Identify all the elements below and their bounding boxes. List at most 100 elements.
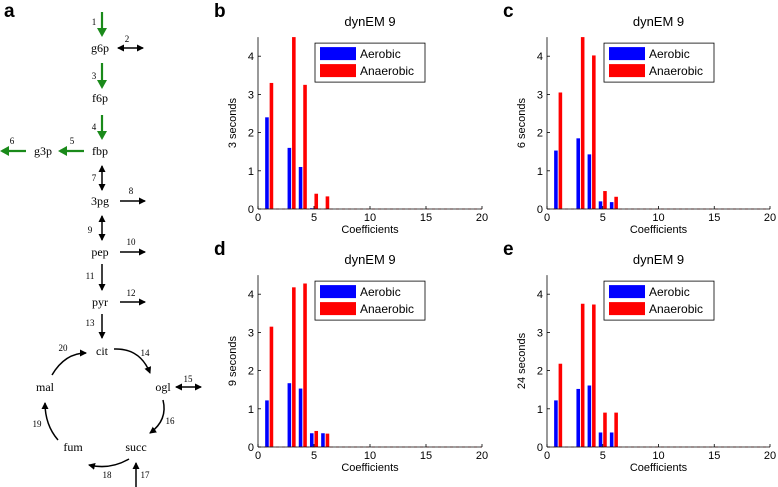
bar-aerobic-5	[598, 201, 603, 209]
reaction-arrow	[51, 349, 87, 376]
x-axis-label: Coefficients	[630, 224, 688, 236]
y-tick-label: 2	[248, 366, 254, 378]
y-tick-label: 4	[537, 289, 543, 301]
legend-swatch-aerobic	[609, 285, 645, 299]
x-tick-label: 5	[311, 450, 317, 462]
bar-anaerobic-1	[269, 82, 274, 209]
chart-c: c dynEM 9 0 5 10 15 20 0 1 2 3 4 Coefficients 6 secon…	[503, 1, 776, 236]
y-tick-label: 3	[248, 327, 254, 339]
node-3pg: 3pg	[91, 194, 109, 208]
reaction-number-6: 6	[10, 136, 15, 146]
bar-aerobic-3	[287, 147, 292, 209]
bar-anaerobic-4	[592, 55, 596, 209]
reaction-number-1: 1	[92, 17, 97, 27]
legend-swatch-aerobic	[609, 47, 645, 61]
bar-anaerobic-6	[614, 196, 618, 209]
x-axis-label: Coefficients	[341, 224, 399, 236]
bar-anaerobic-3	[292, 287, 296, 447]
y-tick-label: 3	[248, 89, 254, 101]
node-pyr: pyr	[92, 295, 108, 309]
bar-aerobic-5	[309, 433, 314, 447]
legend-label-anaerobic: Anaerobic	[360, 64, 414, 78]
legend-label-anaerobic: Anaerobic	[649, 64, 703, 78]
bar-anaerobic-4	[592, 304, 596, 447]
node-ogl: ogl	[155, 380, 171, 394]
node-f6p: f6p	[92, 91, 108, 105]
panel-label-d: d	[214, 239, 226, 260]
bar-anaerobic-5	[314, 193, 319, 209]
reaction-arrow	[149, 399, 165, 434]
x-tick-label: 10	[364, 212, 376, 224]
x-tick-label: 0	[544, 450, 550, 462]
bar-anaerobic-6	[325, 196, 330, 209]
y-tick-label: 0	[248, 204, 254, 216]
legend-swatch-anaerobic	[320, 302, 356, 316]
bar-aerobic-3	[576, 388, 581, 447]
x-tick-label: 20	[764, 212, 776, 224]
x-tick-label: 15	[708, 450, 720, 462]
reaction-number-4: 4	[92, 122, 97, 132]
legend-label-aerobic: Aerobic	[360, 47, 401, 61]
bar-anaerobic-1	[558, 92, 563, 209]
bar-aerobic-1	[265, 400, 269, 447]
bar-anaerobic-1	[558, 363, 563, 447]
bar-anaerobic-3	[580, 303, 585, 447]
node-mal: mal	[36, 380, 55, 394]
bar-aerobic-1	[554, 150, 558, 209]
bar-anaerobic-5	[314, 430, 319, 447]
bar-aerobic-4	[298, 166, 303, 209]
y-tick-label: 4	[537, 51, 543, 63]
bar-anaerobic-6	[325, 433, 330, 447]
bar-anaerobic-5	[603, 412, 607, 447]
node-fum: fum	[63, 440, 83, 454]
y-tick-label: 4	[248, 51, 254, 63]
y-tick-label: 2	[537, 366, 543, 378]
legend-swatch-anaerobic	[609, 302, 645, 316]
reaction-number-3: 3	[92, 71, 97, 81]
bar-aerobic-1	[554, 400, 558, 447]
reaction-number-11: 11	[86, 271, 95, 281]
x-axis-label: Coefficients	[341, 462, 399, 474]
legend-swatch-aerobic	[320, 47, 356, 61]
node-g3p: g3p	[34, 144, 52, 158]
reaction-number-2: 2	[125, 34, 130, 44]
y-tick-label: 1	[248, 166, 254, 178]
bar-anaerobic-4	[303, 283, 307, 447]
chart-title: dynEM 9	[633, 14, 684, 29]
reaction-number-13: 13	[86, 318, 96, 328]
reaction-number-19: 19	[33, 419, 43, 429]
bar-anaerobic-4	[303, 84, 307, 209]
y-axis-label: 9 seconds	[227, 335, 239, 386]
x-tick-label: 0	[544, 212, 550, 224]
x-tick-label: 0	[255, 450, 261, 462]
y-tick-label: 1	[537, 166, 543, 178]
x-tick-label: 0	[255, 212, 261, 224]
chart-b: b dynEM 9 0 5 10 15 20 0 1 2 3 4 Coefficients 3 secon…	[214, 1, 488, 236]
node-succ: succ	[125, 440, 146, 454]
y-axis-label: 6 seconds	[516, 97, 528, 148]
y-tick-label: 1	[248, 404, 254, 416]
bar-anaerobic-5	[603, 191, 607, 209]
x-tick-label: 20	[476, 212, 488, 224]
reaction-number-20: 20	[59, 343, 69, 353]
legend: Aerobic Anaerobic	[314, 42, 426, 83]
legend-label-anaerobic: Anaerobic	[649, 302, 703, 316]
panel-label-b: b	[214, 1, 226, 22]
node-cit: cit	[96, 344, 109, 358]
legend: Aerobic Anaerobic	[603, 280, 715, 321]
chart-d: d dynEM 9 0 5 10 15 20 0 1 2 3 4 Coefficients 9 secon…	[214, 239, 488, 474]
chart-e: e dynEM 9 0 5 10 15 20 0 1 2 3 4 Coefficients 24 seco…	[503, 239, 776, 474]
x-tick-label: 5	[600, 212, 606, 224]
chart-title: dynEM 9	[633, 252, 684, 267]
x-tick-label: 10	[652, 212, 664, 224]
bar-aerobic-6	[609, 202, 614, 209]
x-tick-label: 20	[764, 450, 776, 462]
reaction-number-17: 17	[141, 470, 151, 480]
x-tick-label: 15	[420, 212, 432, 224]
panel-label-e: e	[503, 239, 514, 260]
reaction-number-15: 15	[184, 374, 194, 384]
bar-anaerobic-3	[580, 37, 585, 209]
x-tick-label: 10	[364, 450, 376, 462]
